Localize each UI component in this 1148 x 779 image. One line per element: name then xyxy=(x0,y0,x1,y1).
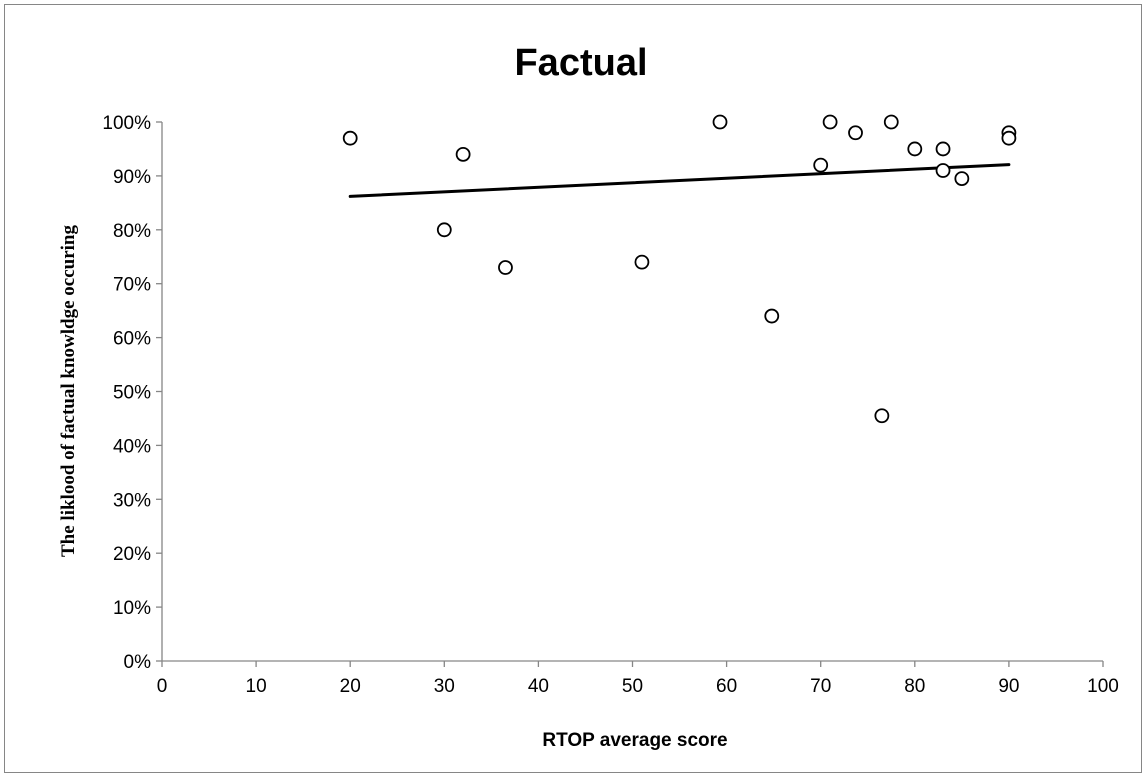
y-tick-label: 10% xyxy=(113,598,151,619)
x-tick-label: 90 xyxy=(998,676,1019,697)
trendline-group xyxy=(348,163,1011,198)
y-tick-label: 40% xyxy=(113,436,151,457)
chart-title: Factual xyxy=(514,42,647,84)
data-point xyxy=(498,260,513,275)
x-tick-label: 20 xyxy=(340,676,361,697)
y-tick-label: 80% xyxy=(113,221,151,242)
x-tick-label: 0 xyxy=(157,676,168,697)
data-point xyxy=(436,222,452,238)
data-point xyxy=(813,157,829,173)
y-tick-label: 50% xyxy=(113,383,151,404)
y-tick-label: 90% xyxy=(113,167,151,188)
data-point xyxy=(935,163,951,178)
y-tick-label: 20% xyxy=(113,544,151,565)
chart-frame: Factual The liklood of factual knowldge … xyxy=(4,4,1142,773)
data-point xyxy=(634,254,650,270)
trendline xyxy=(348,163,1011,198)
y-tick-label: 60% xyxy=(113,329,151,350)
x-tick-label: 80 xyxy=(904,676,925,697)
data-point xyxy=(883,114,899,130)
data-point xyxy=(455,146,471,162)
data-point xyxy=(822,114,838,130)
y-tick-label: 0% xyxy=(124,652,152,673)
data-points xyxy=(342,114,1017,424)
x-tick-label: 50 xyxy=(622,676,643,697)
x-tick-label: 100 xyxy=(1087,676,1119,697)
x-tick-label: 30 xyxy=(434,676,455,697)
data-point xyxy=(954,171,970,186)
x-axis-label: RTOP average score xyxy=(542,730,727,751)
scatter-plot: Factual The liklood of factual knowldge … xyxy=(58,42,1119,751)
data-point xyxy=(342,130,358,146)
axes: 0% 10% 20% 30% 40% 50% 60% 70% 80% 90% 100% 0 10 20 30… xyxy=(102,113,1118,697)
y-tick-label: 70% xyxy=(113,275,151,296)
data-point xyxy=(712,114,728,130)
data-point xyxy=(764,308,780,324)
x-tick-label: 70 xyxy=(810,676,831,697)
data-point xyxy=(935,141,951,157)
y-tick-label: 100% xyxy=(102,113,151,134)
y-axis-label: The liklood of factual knowldge occuring xyxy=(58,225,79,557)
x-tick-label: 10 xyxy=(246,676,267,697)
data-point xyxy=(1001,130,1017,146)
data-point xyxy=(848,125,863,141)
data-point xyxy=(907,141,923,157)
data-point xyxy=(874,408,890,424)
x-tick-label: 40 xyxy=(528,676,549,697)
x-tick-label: 60 xyxy=(716,676,737,697)
y-tick-label: 30% xyxy=(113,490,151,511)
